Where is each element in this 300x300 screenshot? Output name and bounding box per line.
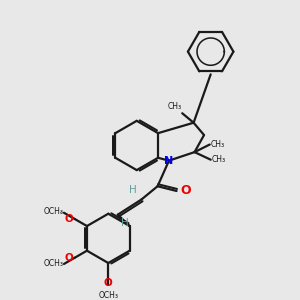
Text: O: O (65, 214, 74, 224)
Text: O: O (180, 184, 191, 197)
Text: CH₃: CH₃ (167, 102, 181, 111)
Text: OCH₃: OCH₃ (44, 259, 64, 268)
Text: methoxy: methoxy (60, 212, 66, 213)
Text: CH₃: CH₃ (211, 140, 225, 149)
Text: H: H (129, 185, 137, 195)
Text: N: N (164, 156, 174, 166)
Text: H: H (121, 218, 128, 229)
Text: O: O (104, 278, 113, 288)
Text: CH₃: CH₃ (212, 155, 226, 164)
Text: O: O (65, 253, 74, 263)
Text: OCH₃: OCH₃ (44, 207, 64, 216)
Text: OCH₃: OCH₃ (98, 290, 118, 299)
